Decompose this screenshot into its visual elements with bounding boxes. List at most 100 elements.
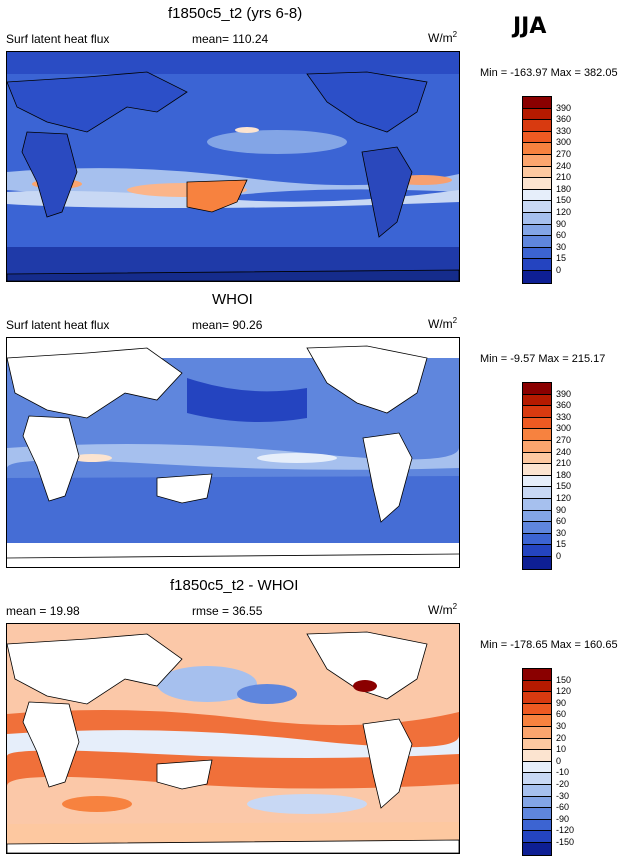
colorbar-tick-label: 120 [556,207,572,217]
panel1-minmax: Min = -163.97 Max = 382.05 [480,67,618,79]
colorbar-tick-label: 300 [556,423,572,434]
panel3-minmax: Min = -178.65 Max = 160.65 [480,639,618,651]
colorbar-box [523,97,551,109]
colorbar-box [523,669,551,681]
colorbar-box [523,464,551,476]
colorbar-tick-label: 270 [556,149,572,159]
colorbar-box [523,533,551,546]
colorbar-tick-label: 360 [556,400,572,411]
panel2-map-graphic [7,345,459,567]
colorbar-box [523,178,551,190]
colorbar-tick-label: 270 [556,435,572,445]
panel1-colorbar [522,96,552,284]
colorbar-tick-label: 150 [556,195,572,206]
panel2-field-label: Surf latent heat flux [6,318,110,332]
colorbar-tick-label: -150 [556,837,575,847]
panel3-units: W/m2 [428,602,458,617]
colorbar-box [523,383,551,395]
colorbar-box [523,498,551,511]
colorbar-box [523,510,551,523]
colorbar-tick-label: 330 [556,125,572,136]
colorbar-box [523,212,551,225]
colorbar-box [523,247,551,260]
colorbar-tick-label: 0 [556,265,562,275]
colorbar-tick-label: 20 [556,732,567,743]
colorbar-box [523,143,551,155]
colorbar-tick-label: 15 [556,539,567,550]
colorbar-tick-label: 210 [556,458,572,469]
colorbar-tick-label: 0 [556,755,562,766]
colorbar-box [523,236,551,248]
colorbar-tick-label: 120 [556,686,572,697]
colorbar-box [523,819,551,832]
colorbar-tick-label: 180 [556,183,572,194]
colorbar-box [523,131,551,144]
colorbar-tick-label: 60 [556,230,567,241]
colorbar-tick-label: 330 [556,411,572,422]
colorbar-tick-label: -10 [556,767,570,778]
colorbar-box [523,703,551,716]
panel2-minmax: Min = -9.57 Max = 215.17 [480,353,606,365]
panel1-title: f1850c5_t2 (yrs 6-8) [168,5,303,22]
colorbar-tick-label: 300 [556,137,572,148]
colorbar-tick-label: 180 [556,469,572,480]
colorbar-box [523,831,551,843]
colorbar-tick-label: 30 [556,721,567,731]
panel1-field-label: Surf latent heat flux [6,32,110,46]
colorbar-box [523,784,551,797]
colorbar-box [523,120,551,132]
colorbar-tick-label: 210 [556,172,572,183]
colorbar-tick-label: -90 [556,813,570,824]
colorbar-box [523,166,551,179]
colorbar-box [523,842,551,855]
colorbar-box [523,808,551,820]
panel3-title: f1850c5_t2 - WHOI [170,577,299,594]
panel2-mean-label: mean= 90.26 [192,318,263,332]
colorbar-tick-label: 150 [556,481,572,492]
panel1-units: W/m2 [428,30,458,45]
colorbar-tick-label: 10 [556,744,567,755]
panel2-title: WHOI [212,291,253,308]
colorbar-box [523,406,551,418]
colorbar-box [523,475,551,488]
panel3-mean-label: mean = 19.98 [6,604,80,618]
colorbar-box [523,680,551,693]
colorbar-tick-label: 390 [556,102,572,113]
panel1-map [6,51,460,282]
colorbar-box [523,394,551,407]
colorbar-tick-label: 150 [556,674,572,685]
colorbar-box [523,750,551,762]
colorbar-box [523,259,551,271]
colorbar-tick-label: 90 [556,697,567,708]
colorbar-tick-label: 120 [556,493,572,503]
panel3-map [6,623,460,854]
colorbar-tick-label: 240 [556,446,572,457]
colorbar-box [523,487,551,499]
colorbar-box [523,189,551,202]
colorbar-box [523,545,551,557]
colorbar-box [523,429,551,441]
panel1-mean-label: mean= 110.24 [192,32,269,46]
colorbar-tick-label: -120 [556,825,575,836]
colorbar-tick-label: 60 [556,709,567,720]
colorbar-box [523,522,551,534]
panel3-map-graphic [7,624,459,853]
colorbar-box [523,773,551,785]
colorbar-box [523,452,551,465]
colorbar-tick-label: 360 [556,114,572,125]
colorbar-tick-label: 0 [556,551,562,561]
colorbar-tick-label: 30 [556,527,567,538]
colorbar-box [523,201,551,213]
panel3-rmse-label: rmse = 36.55 [192,604,263,618]
colorbar-tick-label: 60 [556,516,567,527]
panel2-map [6,337,460,568]
colorbar-box [523,417,551,430]
colorbar-box [523,108,551,121]
season-label: JJA [513,14,547,39]
colorbar-tick-label: -20 [556,779,570,789]
colorbar-tick-label: 15 [556,253,567,264]
colorbar-tick-label: -30 [556,790,570,801]
colorbar-box [523,224,551,237]
colorbar-box [523,440,551,453]
panel2-colorbar [522,382,552,570]
